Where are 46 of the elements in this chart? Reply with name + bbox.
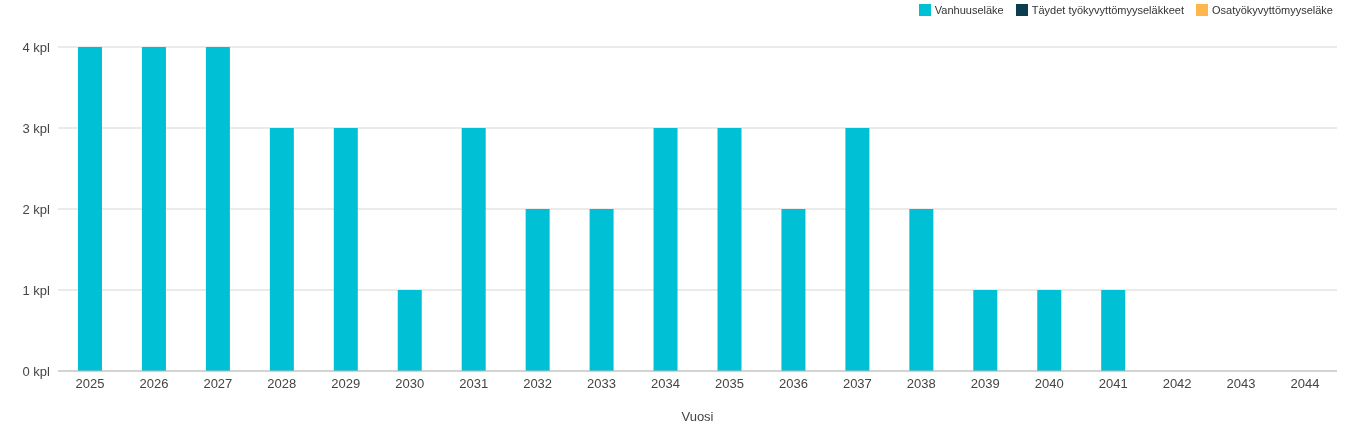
x-tick-label: 2033: [587, 376, 617, 392]
bar: [1037, 290, 1062, 371]
x-tick-label: 2028: [267, 376, 297, 392]
x-tick-label: 2038: [906, 376, 936, 392]
bar: [973, 290, 998, 371]
legend-label: Osatyökyvyttömyyseläke: [1210, 4, 1333, 16]
bar: [1101, 290, 1126, 371]
x-tick-label: 2027: [203, 376, 233, 392]
bar: [653, 128, 678, 371]
x-axis-title: Vuosi: [681, 409, 714, 424]
x-tick-label: 2026: [139, 376, 169, 392]
bar: [78, 47, 102, 371]
x-tick-label: 2040: [1034, 376, 1064, 392]
bar: [525, 209, 550, 371]
x-tick-label: 2039: [970, 376, 1000, 392]
x-tick-label: 2035: [715, 376, 744, 392]
bar: [781, 209, 806, 371]
x-tick-label: 2031: [459, 376, 489, 392]
legend-label: Vanhuuseläke: [933, 4, 1004, 16]
x-tick-label: 2032: [523, 376, 553, 392]
bar: [269, 128, 294, 371]
y-tick-label: 4 kpl: [22, 39, 51, 55]
x-tick-label: 2036: [778, 376, 808, 392]
y-tick-label: 1 kpl: [22, 282, 51, 298]
x-tick-label: 2042: [1162, 376, 1192, 392]
bar: [333, 128, 358, 371]
bar: [717, 128, 742, 371]
x-tick-label: 2037: [842, 376, 872, 392]
x-tick-label: 2030: [395, 376, 425, 392]
x-tick-label: 2029: [331, 376, 361, 392]
x-tick-label: 2043: [1226, 376, 1256, 392]
x-tick-label: 2041: [1098, 376, 1128, 392]
bar: [141, 47, 166, 371]
bar: [397, 290, 422, 371]
bar: [589, 209, 614, 371]
bar: [461, 128, 486, 371]
y-tick-label: 3 kpl: [22, 120, 51, 136]
bar: [909, 209, 934, 371]
legend-label: Täydet työkyvyttömyyseläkkeet: [1030, 4, 1184, 16]
y-tick-label: 0 kpl: [22, 363, 51, 379]
x-tick-label: 2025: [75, 376, 105, 392]
bar: [845, 128, 870, 371]
x-tick-label: 2044: [1290, 376, 1320, 392]
y-tick-label: 2 kpl: [22, 201, 51, 217]
bar: [205, 47, 230, 371]
x-tick-label: 2034: [651, 376, 680, 392]
